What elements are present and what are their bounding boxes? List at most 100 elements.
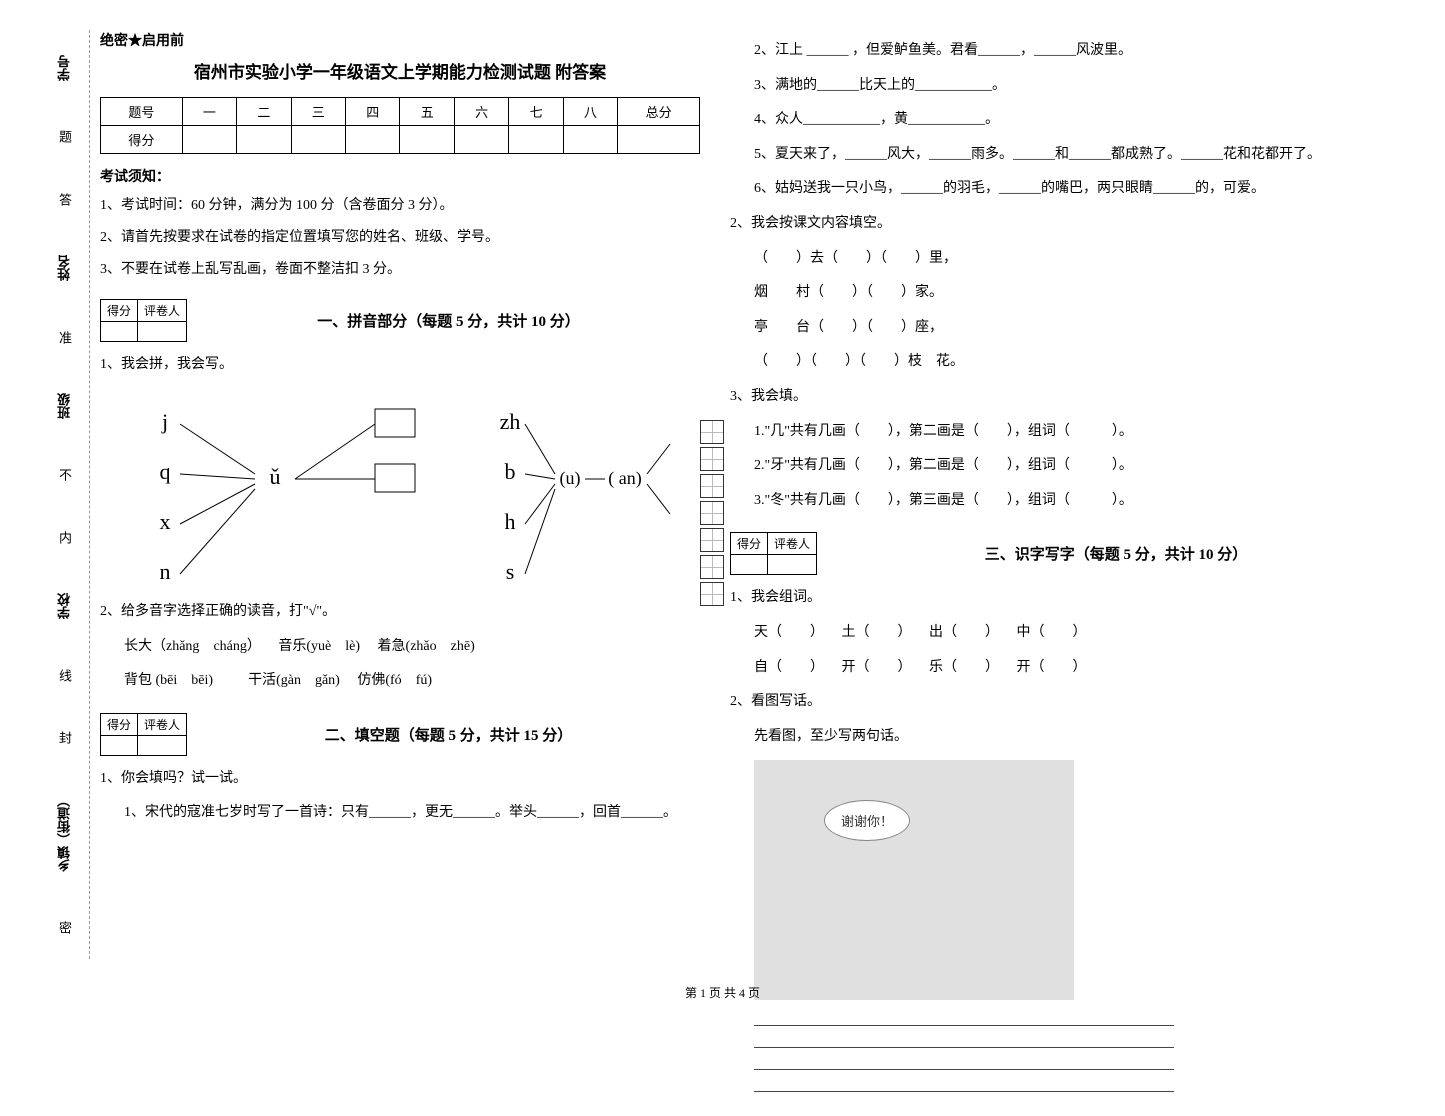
ss-blank[interactable] [731,555,768,575]
ss-blank[interactable] [101,735,138,755]
binding-label: 姓名 [55,255,74,281]
write-line[interactable] [754,1074,1174,1092]
duoyin-row1: 长大（zhǎng cháng） 音乐(yuè lè) 着急(zhǎo zhē) [124,634,700,661]
duoyin-row2: 背包 (bēi bēi) 干活(gàn gǎn) 仿佛(fó fú) [124,668,700,695]
opt: fú [416,673,428,688]
s3-q1: 1、我会组词。 [730,585,1405,612]
tianzige-cell [700,420,724,444]
duoyin-word: 音乐 [278,639,306,654]
write-lines[interactable] [754,1008,1405,1092]
score-hdr: 八 [563,98,617,126]
binding-inner: 准 [55,331,74,344]
pinyin-node: n [160,559,171,584]
tianzige-cell [700,582,724,606]
s2-q1-2: 2、江上 ______ ，但爱鲈鱼美。君看______，______风波里。 [754,38,1405,65]
word-item: 开（ ） [1017,660,1087,675]
instructions-head: 考试须知： [100,166,700,186]
binding-strip: 学号 题 答 姓名 准 班级 不 内 学校 线 封 乡镇（街道） 密 [40,30,90,959]
s3-q1-row1: 天（ ） 土（ ） 出（ ） 中（ ） [754,620,1405,647]
pinyin-node: h [505,509,516,534]
binding-label: 学号 [55,55,74,81]
score-hdr: 七 [509,98,563,126]
word-item: 天（ ） [754,625,824,640]
ss-c2: 评卷人 [768,533,817,555]
tianzige-cell [700,528,724,552]
score-cell[interactable] [237,126,291,154]
s1-q2: 2、给多音字选择正确的读音，打"√"。 [100,599,700,626]
score-hdr: 六 [454,98,508,126]
score-cell[interactable] [400,126,454,154]
score-cell[interactable] [291,126,345,154]
opt: fó [390,673,402,688]
score-cell[interactable] [346,126,400,154]
write-line[interactable] [754,1052,1174,1070]
page-footer: 第 1 页 共 4 页 [0,984,1445,1001]
left-column: 绝密★启用前 宿州市实验小学一年级语文上学期能力检测试题 附答案 题号 一 二 … [100,30,700,1096]
ss-c2: 评卷人 [138,713,187,735]
speech-bubble: 谢谢你！ [824,800,910,841]
ss-c2: 评卷人 [138,300,187,322]
opt: bēi [191,673,208,688]
duoyin-word: 仿佛 [357,673,385,688]
opt: yuè [311,639,331,654]
score-row-label: 得分 [101,126,183,154]
word-item: 自（ ） [754,660,824,675]
duoyin-word: 长大 [124,639,152,654]
small-score-table: 得分评卷人 [100,299,187,342]
binding-inner: 题 [55,130,74,143]
score-cell[interactable] [563,126,617,154]
s3-q2: 2、看图写话。 [730,689,1405,716]
word-item: 中（ ） [1017,625,1087,640]
exam-title: 宿州市实验小学一年级语文上学期能力检测试题 附答案 [100,58,700,83]
pinyin-node: q [160,459,171,484]
ss-blank[interactable] [138,322,187,342]
section3-title: 三、识字写字（每题 5 分，共计 10 分） [827,543,1405,564]
score-cell[interactable] [454,126,508,154]
s2-q1-1: 1、宋代的寇准七岁时写了一首诗：只有______，更无______。举头____… [124,800,700,827]
write-line[interactable] [754,1030,1174,1048]
binding-inner: 内 [55,531,74,544]
section2-bar: 得分评卷人 二、填空题（每题 5 分，共计 15 分） [100,713,700,756]
score-table: 题号 一 二 三 四 五 六 七 八 总分 得分 [100,97,700,154]
s2-q1-5: 5、夏天来了，______风大，______雨多。______和______都成… [754,142,1405,169]
binding-inner: 线 [55,669,74,682]
score-hdr: 五 [400,98,454,126]
small-score-table: 得分评卷人 [730,532,817,575]
section1-bar: 得分评卷人 一、拼音部分（每题 5 分，共计 10 分） [100,299,700,342]
opt: gǎn [315,673,335,688]
s2-q1-4: 4、众人___________，黄___________。 [754,107,1405,134]
score-hdr: 四 [346,98,400,126]
word-item: 开（ ） [842,660,912,675]
tianzige-cell [700,501,724,525]
s2-q1: 1、你会填吗？试一试。 [100,766,700,793]
opt: cháng [213,639,246,654]
score-hdr: 一 [182,98,236,126]
section3-bar: 得分评卷人 三、识字写字（每题 5 分，共计 10 分） [730,532,1405,575]
word-item: 出（ ） [929,625,999,640]
binding-inner: 答 [55,193,74,206]
s2-q3-line: 1."几"共有几画（ ），第二画是（ ），组词（ ）。 [754,419,1405,446]
instruction-item: 3、不要在试卷上乱写乱画，卷面不整洁扣 3 分。 [100,258,700,282]
binding-label: 班级 [55,393,74,419]
tianzige-cell [700,447,724,471]
ss-blank[interactable] [101,322,138,342]
ss-blank[interactable] [768,555,817,575]
score-hdr: 二 [237,98,291,126]
tianzige-strip [700,420,726,609]
s3-q1-row2: 自（ ） 开（ ） 乐（ ） 开（ ） [754,655,1405,682]
pinyin-node: s [506,559,515,584]
score-cell[interactable] [509,126,563,154]
secret-label: 绝密★启用前 [100,30,700,50]
score-cell[interactable] [182,126,236,154]
pinyin-node: j [161,409,168,434]
pinyin-node: zh [500,409,521,434]
opt: bēi [160,673,177,688]
instruction-item: 2、请首先按要求在试卷的指定位置填写您的姓名、班级、学号。 [100,226,700,250]
ss-blank[interactable] [138,735,187,755]
binding-inner: 封 [55,731,74,744]
pinyin-hub-r2: ( an) [608,468,641,489]
score-cell[interactable] [618,126,700,154]
s3-q2-hint: 先看图，至少写两句话。 [754,724,1405,751]
instruction-item: 1、考试时间：60 分钟，满分为 100 分（含卷面分 3 分）。 [100,194,700,218]
write-line[interactable] [754,1008,1174,1026]
